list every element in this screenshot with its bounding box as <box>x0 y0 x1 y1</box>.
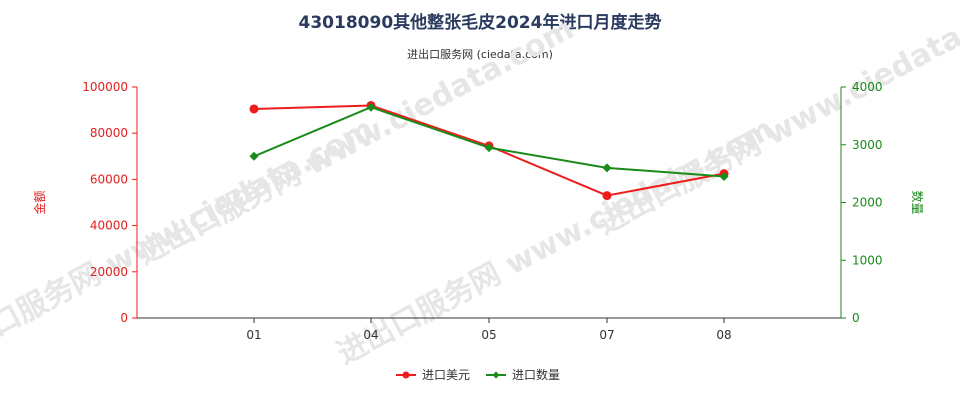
left-tick-label: 0 <box>120 311 128 325</box>
right-tick-label: 4000 <box>852 80 883 94</box>
x-tick-label: 07 <box>599 328 614 342</box>
axes-layer: 0 20000 40000 60000 80000 100000 0 1000 2000 3000… <box>32 80 925 342</box>
data-point-qty[interactable] <box>366 102 376 112</box>
data-point-qty[interactable] <box>249 151 259 161</box>
x-tick-label: 01 <box>246 328 261 342</box>
right-axis-title: 数量 <box>910 190 925 214</box>
right-tick-label: 0 <box>852 311 860 325</box>
watermark-text: 进出口服务网 www.ciedata.com <box>592 0 960 242</box>
left-tick-label: 20000 <box>90 265 128 279</box>
watermark-text: 进出口服务网 www.ciedata.com <box>132 11 580 271</box>
data-point-usd[interactable] <box>602 191 612 201</box>
legend: 进口美元 进口数量 <box>396 367 560 382</box>
legend-label: 进口美元 <box>422 368 470 382</box>
data-point-qty[interactable] <box>484 143 494 153</box>
chart-title: 43018090其他整张毛皮2024年进口月度走势 <box>299 12 662 33</box>
right-tick-label: 1000 <box>852 253 883 267</box>
legend-item-usd[interactable]: 进口美元 <box>396 368 470 382</box>
x-tick-label: 05 <box>481 328 496 342</box>
legend-marker <box>492 371 500 379</box>
left-tick-label: 60000 <box>90 172 128 186</box>
chart-subtitle: 进出口服务网 (ciedata.com) <box>407 47 553 61</box>
left-tick-label: 100000 <box>82 80 128 94</box>
x-tick-label: 08 <box>716 328 731 342</box>
left-axis-title: 金额 <box>32 190 47 214</box>
data-point-qty[interactable] <box>719 172 729 182</box>
data-point-qty[interactable] <box>602 163 612 173</box>
left-tick-label: 80000 <box>90 126 128 140</box>
x-tick-label: 04 <box>363 328 378 342</box>
legend-label: 进口数量 <box>512 367 560 382</box>
left-tick-label: 40000 <box>90 219 128 233</box>
series-layer <box>249 100 729 201</box>
legend-marker <box>402 371 410 379</box>
legend-item-qty[interactable]: 进口数量 <box>486 367 560 382</box>
right-tick-label: 3000 <box>852 138 883 152</box>
data-point-usd[interactable] <box>249 104 259 114</box>
right-tick-label: 2000 <box>852 196 883 210</box>
